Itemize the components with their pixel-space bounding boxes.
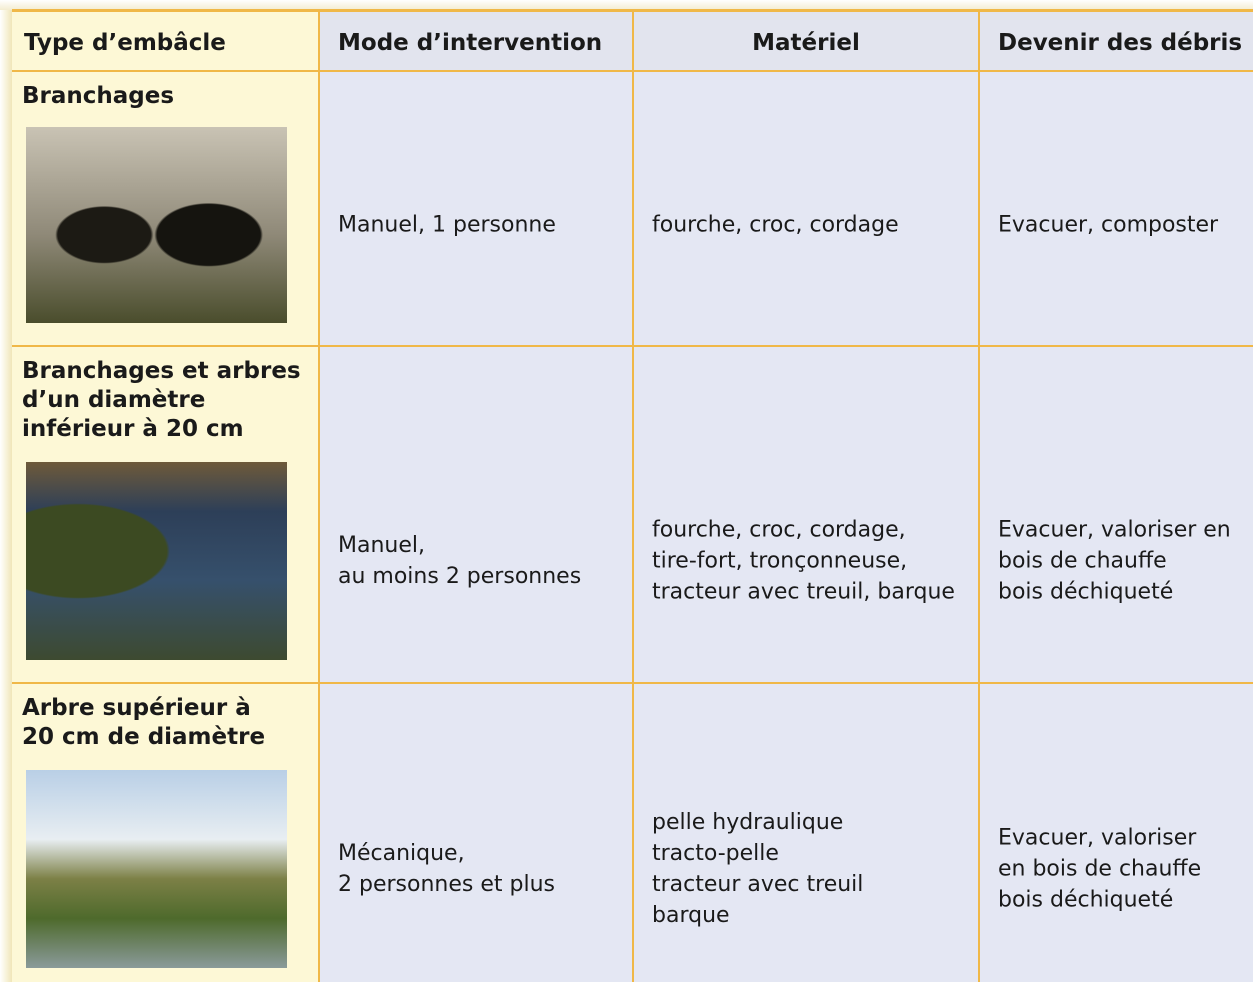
title-line: d’un diamètre: [22, 387, 206, 413]
photo: [26, 127, 287, 323]
cell-text: fourche, croc, cordage, tire-fort, tronço…: [652, 515, 955, 608]
text-line: Evacuer, valoriser: [998, 825, 1197, 851]
header-cell: Devenir des débris: [980, 12, 1253, 72]
header-text: Mode d’intervention: [338, 30, 603, 56]
table-cell: Evacuer, valoriser en bois de chauffe bois…: [980, 684, 1253, 982]
text-line: fourche, croc, cordage: [652, 212, 899, 238]
cell-text: Evacuer, valoriser en bois de chauffe bois…: [998, 823, 1201, 916]
cell-text: Manuel, au moins 2 personnes: [338, 530, 581, 592]
cell-text: Manuel, 1 personne: [338, 210, 556, 241]
photo: [26, 462, 287, 660]
title-line: 20 cm de diamètre: [22, 724, 266, 750]
table-cell: Branchages et arbres d’un diamètre inférie…: [12, 347, 320, 684]
title-line: inférieur à 20 cm: [22, 416, 244, 442]
header-cell: Matériel: [634, 12, 980, 72]
text-line: Manuel,: [338, 533, 425, 558]
top-border: [12, 9, 1253, 12]
text-line: au moins 2 personnes: [338, 564, 582, 589]
title-line: Arbre supérieur à: [22, 695, 251, 721]
text-line: fourche, croc, cordage,: [652, 517, 906, 543]
text-line: tracto-pelle: [652, 841, 779, 866]
text-line: tire-fort, tronçonneuse,: [652, 548, 908, 574]
cell-text: fourche, croc, cordage: [652, 210, 899, 241]
text-line: tracteur avec treuil: [652, 872, 864, 897]
text-line: bois déchiqueté: [998, 579, 1174, 605]
table-cell: Branchages: [12, 72, 320, 347]
row-title: Branchages: [22, 82, 174, 111]
text-line: barque: [652, 903, 730, 928]
photo: [26, 770, 287, 968]
text-line: Manuel, 1 personne: [338, 212, 556, 238]
table-cell: pelle hydraulique tracto-pelle tracteur av…: [634, 684, 980, 982]
header-text: Type d’embâcle: [24, 30, 226, 56]
text-line: en bois de chauffe: [998, 856, 1202, 882]
table-cell: Mécanique, 2 personnes et plus: [320, 684, 634, 982]
header-text: Devenir des débris: [998, 30, 1243, 56]
table-cell: Evacuer, valoriser en bois de chauffe bois…: [980, 347, 1253, 684]
row-title: Arbre supérieur à 20 cm de diamètre: [22, 694, 265, 752]
table-cell: Arbre supérieur à 20 cm de diamètre: [12, 684, 320, 982]
title-line: Branchages: [22, 83, 175, 109]
header-text: Matériel: [752, 30, 860, 56]
left-shadow: [0, 10, 12, 982]
text-line: tracteur avec treuil, barque: [652, 579, 955, 605]
row-title: Branchages et arbres d’un diamètre inférie…: [22, 357, 301, 444]
text-line: pelle hydraulique: [652, 810, 844, 835]
header-cell: Mode d’intervention: [320, 12, 634, 72]
table-cell: Evacuer, composter: [980, 72, 1253, 347]
cell-text: Evacuer, valoriser en bois de chauffe bois…: [998, 515, 1231, 608]
header-cell: Type d’embâcle: [12, 12, 320, 72]
table-cell: Manuel, 1 personne: [320, 72, 634, 347]
cell-text: Evacuer, composter: [998, 210, 1218, 241]
title-line: Branchages et arbres: [22, 358, 301, 384]
cell-text: Mécanique, 2 personnes et plus: [338, 838, 555, 900]
cell-text: pelle hydraulique tracto-pelle tracteur av…: [652, 807, 863, 931]
top-shadow: [0, 0, 1253, 10]
text-line: Mécanique,: [338, 841, 465, 866]
text-line: Evacuer, valoriser en: [998, 517, 1231, 543]
text-line: bois de chauffe: [998, 548, 1167, 574]
table-cell: Manuel, au moins 2 personnes: [320, 347, 634, 684]
text-line: Evacuer, composter: [998, 212, 1219, 238]
text-line: 2 personnes et plus: [338, 872, 555, 897]
text-line: bois déchiqueté: [998, 887, 1174, 913]
table-cell: fourche, croc, cordage: [634, 72, 980, 347]
table-cell: fourche, croc, cordage, tire-fort, tronço…: [634, 347, 980, 684]
